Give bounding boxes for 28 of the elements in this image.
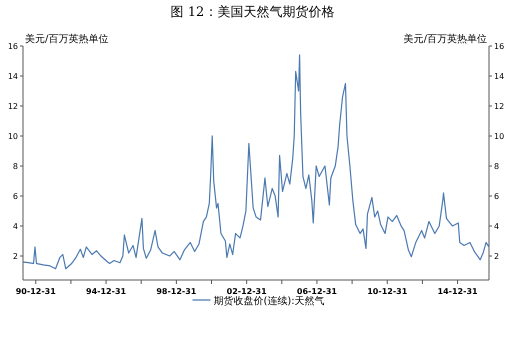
- y2-tick-label: 2: [494, 252, 500, 261]
- x-tick-label: 14-12-31: [438, 287, 478, 296]
- y-tick-label: 4: [12, 222, 18, 231]
- x-tick-label: 94-12-31: [86, 287, 127, 296]
- y-tick-label: 6: [12, 192, 18, 201]
- y2-tick-label: 6: [494, 192, 500, 201]
- x-tick-label: 90-12-31: [16, 287, 56, 296]
- y2-tick-label: 14: [494, 72, 504, 81]
- y-tick-label: 12: [8, 102, 18, 111]
- y-tick-label: 14: [8, 72, 18, 81]
- y-axis-title: 美元/百万英热单位: [25, 33, 108, 45]
- y2-tick-label: 8: [494, 162, 500, 171]
- y-tick-label: 10: [8, 132, 18, 141]
- chart-title: 图 12：美国天然气期货价格: [170, 4, 334, 20]
- y2-tick-label: 16: [494, 42, 504, 51]
- x-tick-label: 98-12-31: [156, 287, 197, 296]
- y-tick-label: 2: [12, 252, 18, 261]
- y2-tick-label: 12: [494, 102, 504, 111]
- y2-tick-label: 10: [494, 132, 504, 141]
- legend-label: 期货收盘价(连续):天然气: [214, 295, 325, 307]
- y-tick-label: 16: [8, 42, 18, 51]
- x-tick-label: 02-12-31: [226, 287, 268, 296]
- y2-axis-title: 美元/百万英热单位: [404, 33, 487, 45]
- x-tick-label: 10-12-31: [367, 287, 408, 296]
- y-tick-label: 8: [12, 162, 18, 171]
- legend: 期货收盘价(连续):天然气: [192, 296, 325, 307]
- x-tick-label: 06-12-31: [296, 287, 338, 296]
- y2-tick-label: 4: [494, 222, 500, 231]
